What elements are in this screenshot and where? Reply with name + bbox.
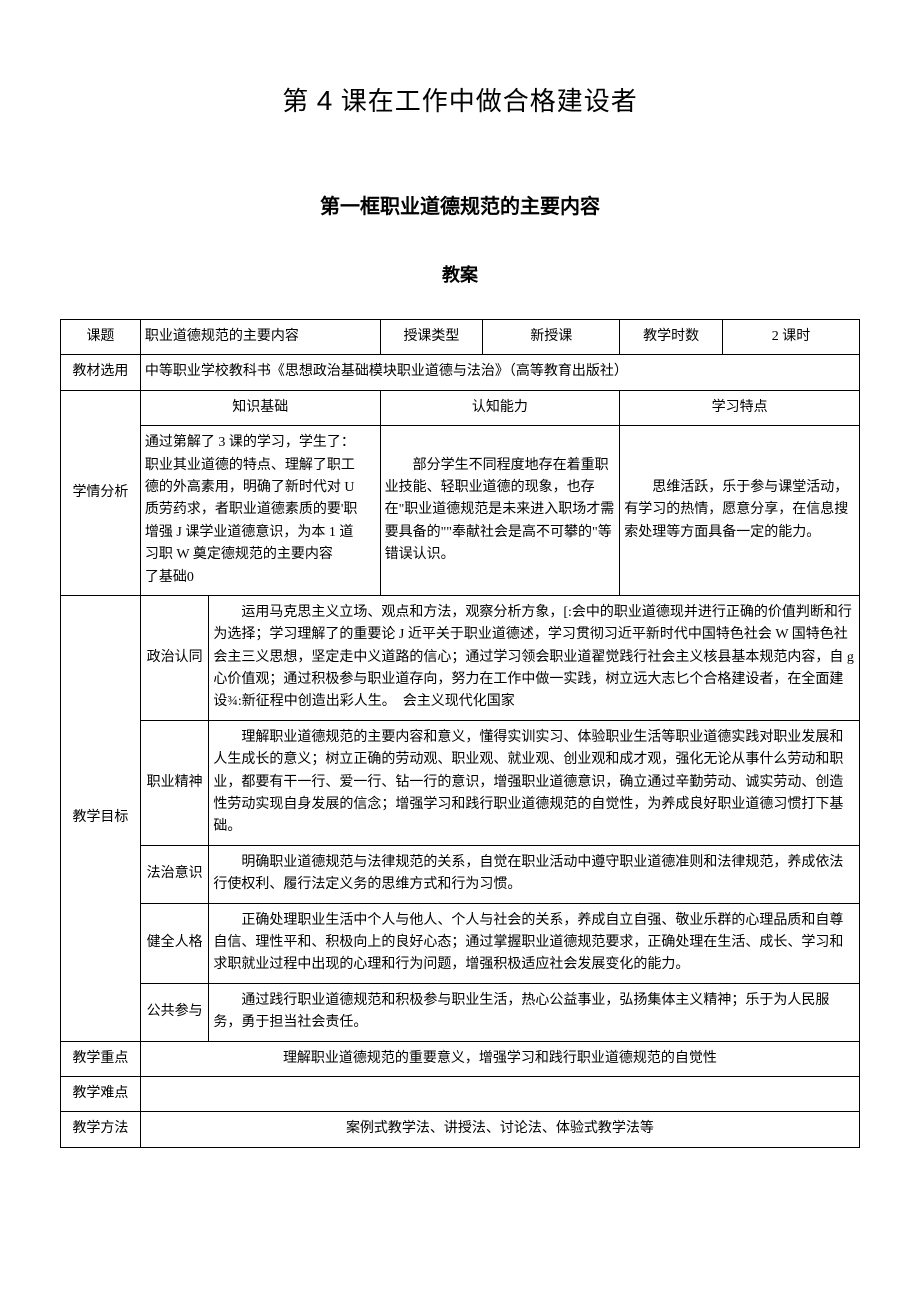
goal-r4-text: 正确处理职业生活中个人与他人、个人与社会的关系，养成自立自强、敬业乐群的心理品质… [209,903,860,983]
lesson-plan-table: 课题 职业道德规范的主要内容 授课类型 新授课 教学时数 2 课时 教材选用 中… [60,319,860,1148]
analysis-label: 学情分析 [61,390,141,595]
table-row: 教学难点 [61,1076,860,1111]
hours-label: 教学时数 [620,320,723,355]
goals-label: 教学目标 [61,595,141,1041]
table-row: 教学重点 理解职业道德规范的重要意义，增强学习和践行职业道德规范的自觉性 [61,1041,860,1076]
table-row: 学情分析 知识基础 认知能力 学习特点 [61,390,860,425]
goal-r5-label: 公共参与 [140,983,208,1041]
analysis-h2: 认知能力 [380,390,620,425]
goal-r3-label: 法治意识 [140,845,208,903]
topic-label: 课题 [61,320,141,355]
goal-r1-label: 政治认同 [140,595,208,720]
difficulty-value [140,1076,859,1111]
topic-value: 职业道德规范的主要内容 [140,320,380,355]
goal-r3-text: 明确职业道德规范与法律规范的关系，自觉在职业活动中遵守职业道德准则和法律规范，养… [209,845,860,903]
table-row: 教材选用 中等职业学校教科书《思想政治基础模块职业道德与法治》（高等教育出版社） [61,355,860,390]
analysis-c3: 思维活跃，乐于参与课堂活动，有学习的热情，愿意分享，在信息搜索处理等方面具备一定… [620,426,860,596]
table-row: 职业精神 理解职业道德规范的主要内容和意义，懂得实训实习、体验职业生活等职业道德… [61,720,860,845]
title-number: 4 [317,85,334,116]
goal-r5-text: 通过践行职业道德规范和积极参与职业生活，热心公益事业，弘扬集体主义精神；乐于为人… [209,983,860,1041]
table-row: 教学方法 案例式教学法、讲授法、讨论法、体验式教学法等 [61,1112,860,1147]
type-value: 新授课 [483,320,620,355]
goal-r2-text: 理解职业道德规范的主要内容和意义，懂得实训实习、体验职业生活等职业道德实践对职业… [209,720,860,845]
analysis-c1: 通过第解了 3 课的学习，学生了： 职业其业道德的特点、理解了职工 德的外高素用… [140,426,380,596]
table-row: 通过第解了 3 课的学习，学生了： 职业其业道德的特点、理解了职工 德的外高素用… [61,426,860,596]
type-label: 授课类型 [380,320,483,355]
main-title: 第 4 课在工作中做合格建设者 [60,80,860,122]
table-row: 教学目标 政治认同 运用马克思主义立场、观点和方法，观察分析方象，[:会中的职业… [61,595,860,720]
focus-label: 教学重点 [61,1041,141,1076]
table-row: 课题 职业道德规范的主要内容 授课类型 新授课 教学时数 2 课时 [61,320,860,355]
analysis-c2: 部分学生不同程度地存在着重职业技能、轻职业道德的现象，也存在"职业道德规范是未来… [380,426,620,596]
table-row: 公共参与 通过践行职业道德规范和积极参与职业生活，热心公益事业，弘扬集体主义精神… [61,983,860,1041]
title-suffix: 课在工作中做合格建设者 [341,87,638,116]
analysis-h1: 知识基础 [140,390,380,425]
goal-r1-text: 运用马克思主义立场、观点和方法，观察分析方象，[:会中的职业道德现并进行正确的价… [209,595,860,720]
hours-value: 2 课时 [722,320,859,355]
focus-value: 理解职业道德规范的重要意义，增强学习和践行职业道德规范的自觉性 [140,1041,859,1076]
method-value: 案例式教学法、讲授法、讨论法、体验式教学法等 [140,1112,859,1147]
table-row: 健全人格 正确处理职业生活中个人与他人、个人与社会的关系，养成自立自强、敬业乐群… [61,903,860,983]
difficulty-label: 教学难点 [61,1076,141,1111]
analysis-h3: 学习特点 [620,390,860,425]
goal-r4-label: 健全人格 [140,903,208,983]
textbook-label: 教材选用 [61,355,141,390]
method-label: 教学方法 [61,1112,141,1147]
sub-title: 第一框职业道德规范的主要内容 [60,192,860,222]
plan-title: 教案 [60,262,860,289]
table-row: 法治意识 明确职业道德规范与法律规范的关系，自觉在职业活动中遵守职业道德准则和法… [61,845,860,903]
title-prefix: 第 [282,87,309,116]
goal-r2-label: 职业精神 [140,720,208,845]
textbook-value: 中等职业学校教科书《思想政治基础模块职业道德与法治》（高等教育出版社） [140,355,859,390]
